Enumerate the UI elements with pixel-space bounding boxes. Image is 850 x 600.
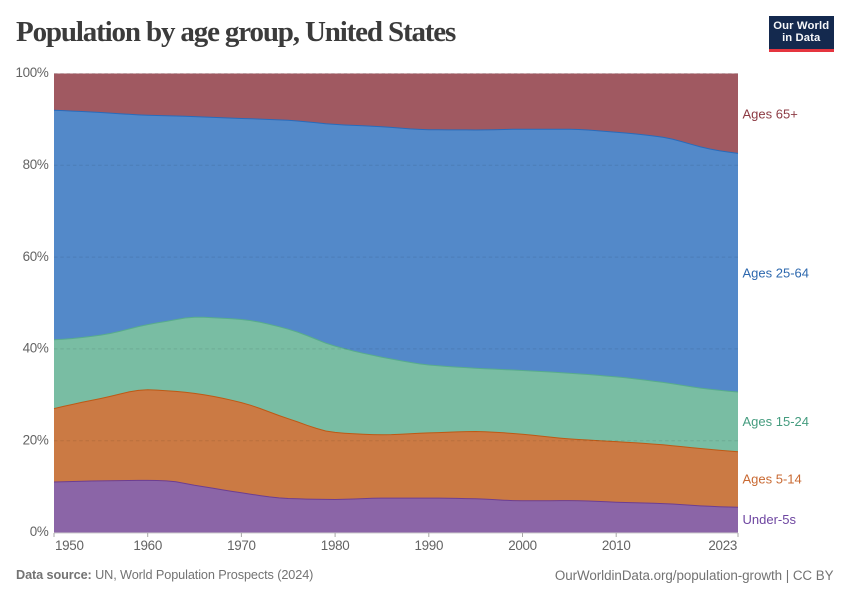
svg-text:Ages 65+: Ages 65+ xyxy=(743,107,798,122)
svg-text:Ages 15-24: Ages 15-24 xyxy=(743,414,810,429)
svg-text:1980: 1980 xyxy=(321,538,350,553)
svg-text:100%: 100% xyxy=(15,65,48,80)
svg-text:Ages 5-14: Ages 5-14 xyxy=(743,471,802,486)
svg-text:60%: 60% xyxy=(23,249,49,264)
svg-text:2023: 2023 xyxy=(708,538,737,553)
svg-text:1970: 1970 xyxy=(227,538,256,553)
svg-text:80%: 80% xyxy=(23,157,49,172)
svg-text:Under-5s: Under-5s xyxy=(743,512,797,527)
svg-text:2010: 2010 xyxy=(602,538,631,553)
svg-text:1990: 1990 xyxy=(415,538,444,553)
svg-text:40%: 40% xyxy=(23,341,49,356)
svg-text:0%: 0% xyxy=(30,524,49,539)
svg-text:20%: 20% xyxy=(23,432,49,447)
svg-text:Ages 25-64: Ages 25-64 xyxy=(743,265,810,280)
svg-text:2000: 2000 xyxy=(508,538,537,553)
svg-text:1960: 1960 xyxy=(133,538,162,553)
svg-text:1950: 1950 xyxy=(55,538,84,553)
